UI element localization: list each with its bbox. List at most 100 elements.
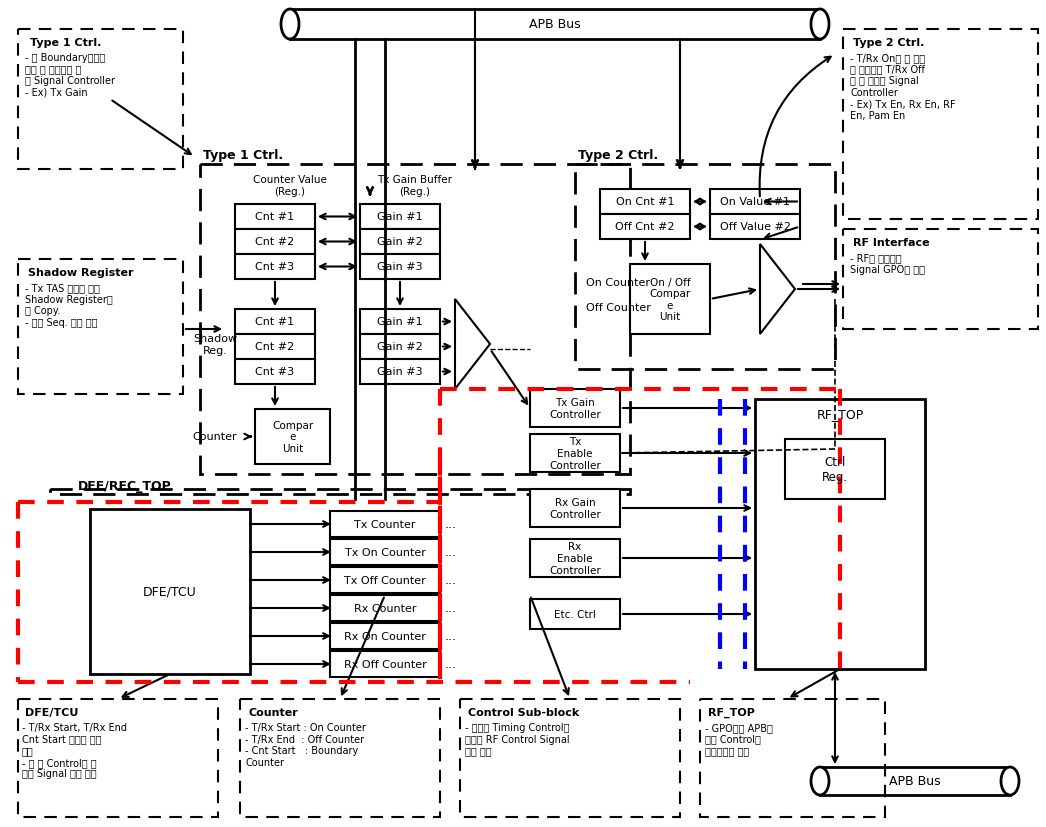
Text: RF_TOP: RF_TOP bbox=[708, 707, 755, 717]
Text: Tx Off Counter: Tx Off Counter bbox=[344, 576, 426, 586]
Bar bbox=[575, 165, 835, 370]
Bar bbox=[240, 699, 440, 817]
Text: Shadow Register: Shadow Register bbox=[28, 268, 134, 278]
Text: Off Counter: Off Counter bbox=[586, 303, 651, 313]
FancyBboxPatch shape bbox=[360, 205, 440, 230]
Text: Cnt #1: Cnt #1 bbox=[255, 317, 295, 327]
Text: Rx Gain
Controller: Rx Gain Controller bbox=[549, 498, 600, 519]
Text: - T/Rx Start, T/Rx End
Cnt Start 신호를 생성
전달
- 그 외 Control에 필
요한 Signal 생성 전달: - T/Rx Start, T/Rx End Cnt Start 신호를 생성 … bbox=[22, 722, 127, 778]
Text: DFE/RFC_TOP: DFE/RFC_TOP bbox=[78, 480, 172, 493]
Text: Type 1 Ctrl.: Type 1 Ctrl. bbox=[203, 148, 283, 161]
Text: ...: ... bbox=[445, 602, 457, 614]
FancyBboxPatch shape bbox=[360, 255, 440, 280]
Text: ...: ... bbox=[445, 629, 457, 643]
FancyBboxPatch shape bbox=[600, 189, 690, 215]
Text: - 정확한 Timing Control이
필요한 RF Control Signal
들을 관리: - 정확한 Timing Control이 필요한 RF Control Sig… bbox=[465, 722, 570, 755]
Text: Compar
e
Unit: Compar e Unit bbox=[272, 420, 313, 453]
Text: ...: ... bbox=[445, 546, 457, 559]
FancyBboxPatch shape bbox=[530, 539, 620, 577]
Bar bbox=[18, 260, 183, 394]
FancyBboxPatch shape bbox=[360, 360, 440, 385]
FancyBboxPatch shape bbox=[755, 399, 925, 669]
Text: Type 2 Ctrl.: Type 2 Ctrl. bbox=[578, 148, 658, 161]
Text: Cnt #1: Cnt #1 bbox=[255, 213, 295, 222]
Ellipse shape bbox=[1001, 767, 1019, 795]
FancyBboxPatch shape bbox=[235, 255, 315, 280]
FancyBboxPatch shape bbox=[600, 215, 690, 240]
Text: Gain #3: Gain #3 bbox=[378, 367, 423, 377]
FancyBboxPatch shape bbox=[235, 205, 315, 230]
Text: Tx Gain Buffer
(Reg.): Tx Gain Buffer (Reg.) bbox=[378, 174, 453, 196]
Bar bbox=[200, 165, 630, 475]
Text: Off Value #2: Off Value #2 bbox=[720, 222, 791, 232]
FancyBboxPatch shape bbox=[710, 215, 800, 240]
Text: DFE/TCU: DFE/TCU bbox=[25, 707, 78, 717]
FancyBboxPatch shape bbox=[90, 509, 250, 674]
Text: Counter: Counter bbox=[192, 432, 237, 442]
FancyBboxPatch shape bbox=[329, 651, 440, 677]
Text: Control Sub-block: Control Sub-block bbox=[468, 707, 579, 717]
FancyBboxPatch shape bbox=[290, 10, 820, 40]
Text: On Cnt #1: On Cnt #1 bbox=[616, 198, 675, 208]
Text: DFE/TCU: DFE/TCU bbox=[143, 586, 197, 598]
FancyBboxPatch shape bbox=[235, 309, 315, 335]
Bar bbox=[50, 490, 630, 495]
Text: Counter: Counter bbox=[248, 707, 298, 717]
FancyBboxPatch shape bbox=[255, 409, 329, 465]
FancyBboxPatch shape bbox=[329, 624, 440, 649]
Text: ...: ... bbox=[445, 518, 457, 531]
Text: - T/Rx Start : On Counter
- T/Rx End  : Off Counter
- Cnt Start   : Boundary
Cou: - T/Rx Start : On Counter - T/Rx End : O… bbox=[245, 722, 366, 767]
FancyBboxPatch shape bbox=[710, 189, 800, 215]
Text: Cnt #2: Cnt #2 bbox=[255, 237, 295, 247]
FancyBboxPatch shape bbox=[820, 767, 1010, 795]
Text: On Value #1: On Value #1 bbox=[720, 198, 790, 208]
FancyBboxPatch shape bbox=[329, 539, 440, 566]
Text: Off Cnt #2: Off Cnt #2 bbox=[615, 222, 675, 232]
Text: Gain #3: Gain #3 bbox=[378, 262, 423, 272]
FancyBboxPatch shape bbox=[235, 335, 315, 360]
Text: Cnt #2: Cnt #2 bbox=[255, 342, 295, 352]
Bar bbox=[700, 699, 885, 817]
Text: Cnt #3: Cnt #3 bbox=[255, 262, 295, 272]
Ellipse shape bbox=[281, 10, 299, 40]
FancyBboxPatch shape bbox=[784, 439, 885, 500]
Text: ...: ... bbox=[445, 574, 457, 587]
Text: Gain #2: Gain #2 bbox=[378, 237, 423, 247]
Text: ...: ... bbox=[445, 657, 457, 671]
Text: Tx
Enable
Controller: Tx Enable Controller bbox=[549, 437, 600, 470]
Text: APB Bus: APB Bus bbox=[889, 775, 940, 787]
FancyBboxPatch shape bbox=[329, 595, 440, 621]
Text: Type 1 Ctrl.: Type 1 Ctrl. bbox=[30, 38, 101, 48]
FancyBboxPatch shape bbox=[329, 567, 440, 593]
Ellipse shape bbox=[811, 10, 829, 40]
Text: APB Bus: APB Bus bbox=[529, 18, 581, 31]
Bar bbox=[460, 699, 680, 817]
Text: Tx Gain
Controller: Tx Gain Controller bbox=[549, 398, 600, 419]
Text: Rx Off Counter: Rx Off Counter bbox=[344, 659, 427, 669]
Bar bbox=[18, 30, 183, 170]
Text: On Counter: On Counter bbox=[586, 278, 650, 288]
Text: - 한 Boundary안에서
여러 번 바뀌어야 하
는 Signal Controller
- Ex) Tx Gain: - 한 Boundary안에서 여러 번 바뀌어야 하 는 Signal Con… bbox=[25, 53, 115, 98]
FancyBboxPatch shape bbox=[329, 511, 440, 538]
Text: Rx On Counter: Rx On Counter bbox=[344, 631, 426, 641]
Text: RF Interface: RF Interface bbox=[852, 237, 930, 248]
Ellipse shape bbox=[811, 767, 829, 795]
FancyBboxPatch shape bbox=[360, 309, 440, 335]
Text: Cnt #3: Cnt #3 bbox=[255, 367, 295, 377]
Text: Gain #2: Gain #2 bbox=[378, 342, 423, 352]
Text: - RF로 출력되는
Signal GPO로 연결: - RF로 출력되는 Signal GPO로 연결 bbox=[850, 253, 925, 275]
Text: Rx
Enable
Controller: Rx Enable Controller bbox=[549, 542, 600, 575]
FancyBboxPatch shape bbox=[530, 600, 620, 629]
Text: Shadow
Reg.: Shadow Reg. bbox=[192, 334, 237, 356]
FancyBboxPatch shape bbox=[235, 360, 315, 385]
FancyBboxPatch shape bbox=[235, 230, 315, 255]
Text: RF_TOP: RF_TOP bbox=[816, 408, 864, 421]
FancyBboxPatch shape bbox=[630, 265, 710, 335]
Text: Etc. Ctrl: Etc. Ctrl bbox=[554, 609, 596, 619]
FancyBboxPatch shape bbox=[360, 335, 440, 360]
Text: Tx On Counter: Tx On Counter bbox=[344, 547, 426, 557]
Text: Type 2 Ctrl.: Type 2 Ctrl. bbox=[852, 38, 925, 48]
Text: Gain #1: Gain #1 bbox=[378, 317, 423, 327]
FancyBboxPatch shape bbox=[530, 434, 620, 472]
Text: - Tx TAS 신호가 오면
Shadow Register로
값 Copy.
- 다음 Seq. 작성 위해: - Tx TAS 신호가 오면 Shadow Register로 값 Copy.… bbox=[25, 283, 113, 327]
